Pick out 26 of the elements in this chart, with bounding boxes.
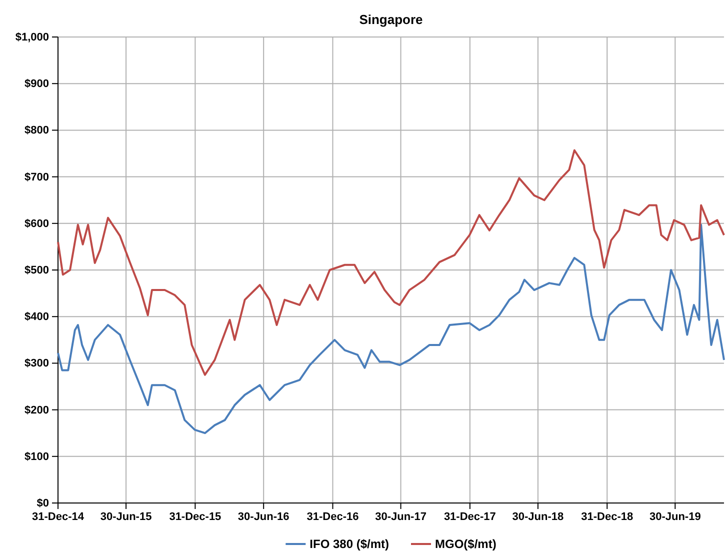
y-tick-label: $1,000 xyxy=(15,32,49,44)
x-tick-label: 30-Jun-17 xyxy=(375,510,426,523)
x-tick-label: 31-Dec-17 xyxy=(444,510,496,523)
x-tick-label: 30-Jun-19 xyxy=(649,510,701,523)
x-tick-label: 30-Jun-18 xyxy=(512,510,564,523)
chart-title: Singapore xyxy=(359,12,423,27)
y-tick-label: $100 xyxy=(24,450,49,463)
y-tick-label: $500 xyxy=(24,264,49,277)
x-tick-label: 30-Jun-15 xyxy=(100,510,152,523)
y-tick-label: $600 xyxy=(24,218,49,230)
y-tick-label: $900 xyxy=(24,78,49,90)
legend-label: MGO($/mt) xyxy=(435,537,496,551)
line-series xyxy=(57,149,725,376)
line-series xyxy=(57,224,725,434)
y-tick-label: $800 xyxy=(24,124,49,137)
x-tick-label: 31-Dec-16 xyxy=(306,510,359,523)
x-tick-label: 31-Dec-15 xyxy=(169,510,222,523)
y-tick-label: $300 xyxy=(24,358,49,370)
x-tick-label: 31-Dec-14 xyxy=(32,510,85,523)
y-tick-label: $200 xyxy=(24,404,49,416)
legend-label: IFO 380 ($/mt) xyxy=(310,537,390,551)
x-tick-label: 31-Dec-18 xyxy=(581,510,634,523)
y-tick-label: $700 xyxy=(24,171,49,184)
y-tick-label: $0 xyxy=(36,498,49,510)
x-tick-label: 30-Jun-16 xyxy=(238,510,290,523)
y-tick-label: $400 xyxy=(24,311,49,324)
